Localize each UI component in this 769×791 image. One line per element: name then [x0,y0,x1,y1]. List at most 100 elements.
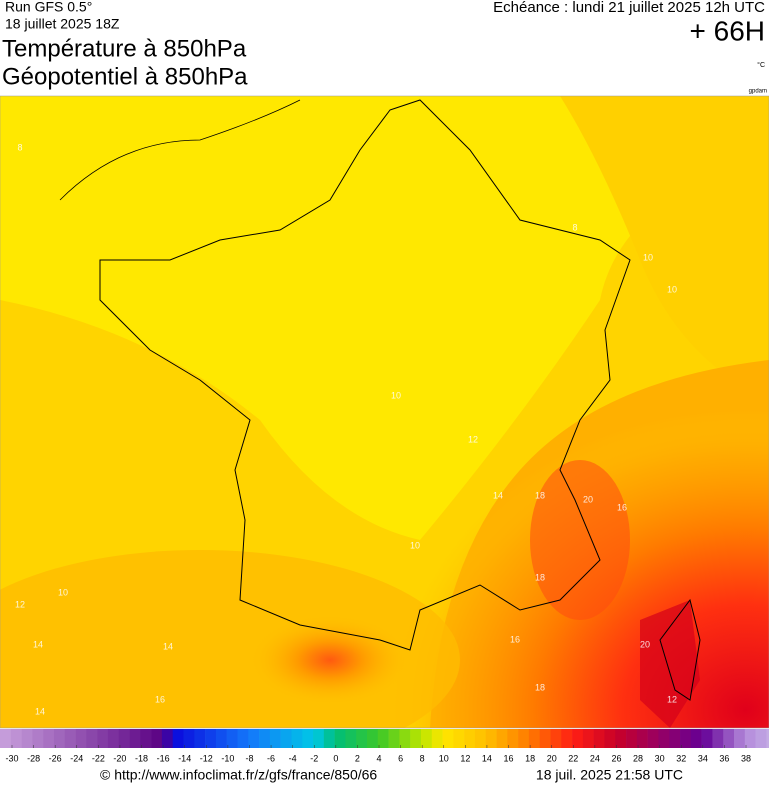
contour-label: 14 [33,639,43,649]
contour-label: 10 [643,252,653,262]
colorbar-swatch [118,729,130,748]
colorbar-label: 30 [655,753,665,763]
colorbar-label: -22 [92,753,105,763]
contour-label: 12 [468,434,478,444]
colorbar-swatch [269,729,281,748]
colorbar-label: 34 [698,753,708,763]
colorbar-label: -10 [221,753,234,763]
colorbar-swatch [97,729,109,748]
contour-label: 10 [391,390,401,400]
colorbar-swatch [431,729,443,748]
colorbar-swatch [237,729,249,748]
colorbar-swatch [161,729,174,748]
colorbar-swatch [334,729,346,748]
colorbar-swatch [215,729,227,748]
unit-label: °C [757,61,765,69]
colorbar-swatch [464,729,476,748]
title-geopotential: Géopotentiel à 850hPa [2,63,248,90]
forecast-hour: + 66H [690,15,766,46]
contour-label: 18 [535,572,545,582]
colorbar-swatch [615,729,627,748]
colorbar-label: -12 [200,753,213,763]
colorbar-swatch [226,729,238,748]
colorbar-label: -4 [289,753,297,763]
contour-label: 10 [410,540,420,550]
run-date: 18 juillet 2025 18Z [5,16,120,32]
colorbar-swatch [313,729,325,748]
colorbar-swatch [86,729,98,748]
contour-label: 16 [510,634,520,644]
colorbar-swatch [21,729,33,748]
colorbar-swatch [496,729,508,748]
colorbar-label: 28 [633,753,643,763]
colorbar-swatch [766,729,769,748]
colorbar-label: 20 [547,753,557,763]
colorbar-swatch [528,729,541,748]
colorbar-swatch [43,729,55,748]
contour-label: 8 [572,222,577,232]
colorbar-label: 36 [719,753,729,763]
colorbar-label: 22 [568,753,578,763]
colorbar-label: 18 [525,753,535,763]
colorbar-swatch [151,729,163,748]
colorbar-label: 26 [611,753,621,763]
colorbar-label: -18 [135,753,148,763]
colorbar-swatch [259,729,271,748]
colorbar-swatch [0,729,12,748]
contour-label: 10 [667,284,677,294]
colorbar-label: 0 [333,753,338,763]
colorbar-swatch [680,729,692,748]
colorbar-label: -8 [245,753,253,763]
colorbar-swatch [410,729,422,748]
colorbar-swatch [420,729,433,748]
colorbar-swatch [669,729,681,748]
colorbar-label: 6 [398,753,403,763]
colorbar-swatch [442,729,454,748]
colorbar-swatch [604,729,616,748]
colorbar-swatch [518,729,530,748]
colorbar-label: -24 [70,753,83,763]
colorbar-swatch [75,729,87,748]
contour-label: 14 [493,490,503,500]
colorbar-label: -20 [113,753,126,763]
contour-label: 16 [155,694,165,704]
colorbar-swatch [32,729,44,748]
colorbar-swatch [129,729,141,748]
colorbar-swatch [280,729,292,748]
forecast-time: Echéance : lundi 21 juillet 2025 12h UTC [493,0,765,16]
contour-label: 14 [35,706,45,716]
contour-label: 8 [17,142,22,152]
colorbar-swatch [172,729,184,748]
colorbar-swatch [550,729,562,748]
colorbar-swatch [64,729,76,748]
colorbar-swatch [636,729,648,748]
colorbar-swatch [367,729,379,748]
colorbar-label: 4 [376,753,381,763]
colorbar-swatch [712,729,724,748]
colorbar-label: 12 [460,753,470,763]
colorbar-swatch [356,729,368,748]
colorbar-swatch [626,729,638,748]
colorbar-swatch [734,729,746,748]
colorbar-swatch [53,729,66,748]
contour-label: 14 [163,641,173,651]
title-temperature: Température à 850hPa [2,35,247,62]
colorbar-swatch [107,729,120,748]
colorbar-swatch [755,729,767,748]
contour-label: 20 [640,639,650,649]
colorbar-label: -6 [267,753,275,763]
colorbar-swatch [582,729,594,748]
run-label: Run GFS 0.5° [5,0,92,15]
colorbar-swatch [701,729,713,748]
colorbar-label: 2 [355,753,360,763]
colorbar-swatch [658,729,670,748]
colorbar-label: 10 [439,753,449,763]
colorbar-swatch [572,729,584,748]
colorbar-swatch [291,729,303,748]
colorbar-swatch [194,729,206,748]
contour-label: 12 [667,694,677,704]
colorbar-label: 16 [504,753,514,763]
colorbar-swatch [593,729,605,748]
